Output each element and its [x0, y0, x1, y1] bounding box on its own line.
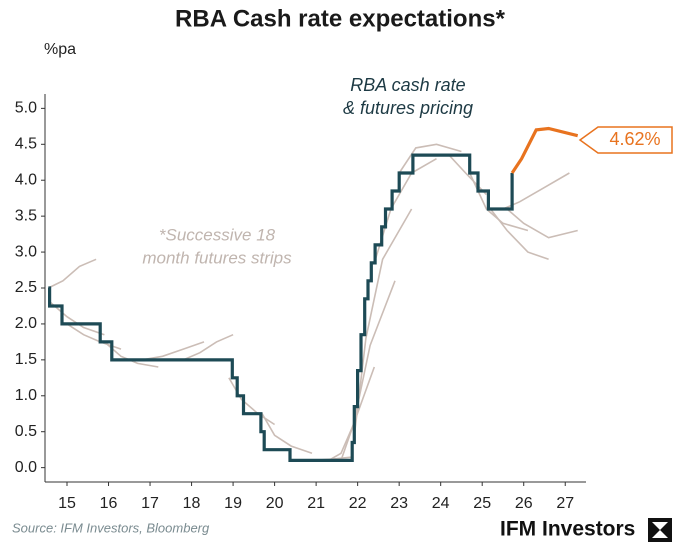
x-tick-label: 15	[58, 495, 76, 512]
y-tick-label: 4.5	[15, 136, 37, 153]
futures-strip	[261, 413, 313, 455]
logo-icon	[648, 518, 672, 542]
futures-strip	[141, 341, 205, 361]
futures-strip	[398, 143, 462, 174]
y-tick-label: 3.5	[15, 207, 37, 224]
annotation: & futures pricing	[343, 98, 473, 118]
y-axis-label: %pa	[44, 41, 76, 58]
x-tick-label: 20	[266, 495, 284, 512]
x-tick-label: 25	[473, 495, 491, 512]
futures-strip	[228, 377, 276, 426]
x-tick-label: 21	[307, 495, 325, 512]
annotation: RBA cash rate	[350, 75, 465, 95]
chart-title: RBA Cash rate expectations*	[175, 5, 506, 32]
source: Source: IFM Investors, Bloomberg	[12, 520, 210, 535]
futures-strip	[506, 208, 578, 239]
y-tick-label: 1.0	[15, 387, 37, 404]
x-tick-label: 19	[224, 495, 242, 512]
y-tick-label: 3.0	[15, 243, 37, 260]
series-line	[48, 153, 514, 462]
x-tick-label: 23	[390, 495, 408, 512]
futures-strip	[352, 208, 413, 443]
x-tick-label: 18	[183, 495, 201, 512]
y-tick-label: 5.0	[15, 100, 37, 117]
x-tick-label: 22	[349, 495, 367, 512]
x-tick-label: 17	[141, 495, 159, 512]
y-tick-label: 0.5	[15, 423, 37, 440]
value-label: 4.62%	[609, 129, 660, 149]
y-tick-label: 4.0	[15, 171, 37, 188]
x-tick-label: 27	[556, 495, 574, 512]
futures-strip	[328, 366, 376, 462]
futures-strip	[340, 280, 396, 461]
logo-shape	[652, 530, 668, 538]
annotation: *Successive 18	[159, 225, 276, 244]
y-tick-label: 2.5	[15, 279, 37, 296]
series-line	[510, 126, 579, 174]
y-tick-label: 1.5	[15, 351, 37, 368]
y-tick-label: 2.0	[15, 315, 37, 332]
futures-strip	[47, 258, 97, 289]
futures-strip	[49, 301, 105, 336]
futures-strip	[489, 208, 549, 261]
logo-text: IFM Investors	[500, 518, 635, 541]
annotation: month futures strips	[142, 248, 292, 267]
x-tick-label: 16	[100, 495, 118, 512]
logo-shape	[652, 522, 668, 530]
callout-box	[578, 126, 673, 154]
futures-strip	[182, 333, 234, 361]
x-tick-label: 26	[515, 495, 533, 512]
y-tick-label: 0.0	[15, 459, 37, 476]
x-tick-label: 24	[432, 495, 450, 512]
